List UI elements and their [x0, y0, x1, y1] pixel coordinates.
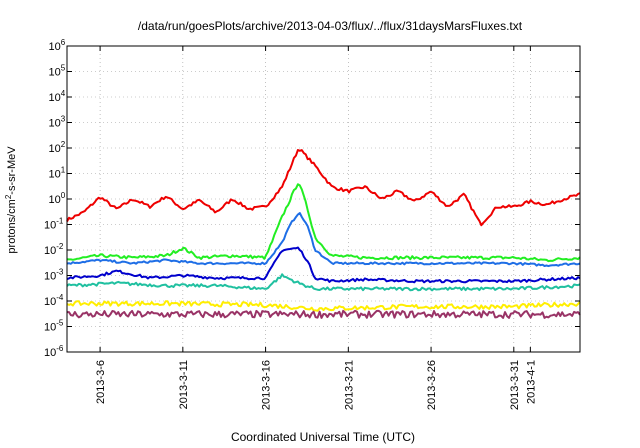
chart-title: /data/run/goesPlots/archive/2013-04-03/f… — [138, 19, 523, 33]
series-line — [66, 246, 581, 284]
y-tick-label: 10-3 — [44, 268, 64, 283]
series-line — [66, 149, 581, 227]
series-line — [67, 309, 581, 319]
y-tick-label: 102 — [49, 140, 66, 155]
y-axis-label: protons/cm2-s-sr-MeV — [4, 146, 18, 254]
series-line — [66, 273, 581, 292]
y-tick-label: 10-2 — [44, 242, 64, 257]
x-tick-label: 2013-3-11 — [178, 360, 190, 409]
y-tick-label: 10-6 — [44, 344, 64, 359]
y-tick-label: 105 — [49, 64, 66, 79]
y-tick-label: 10-1 — [44, 217, 64, 232]
x-tick-label: 2013-3-21 — [343, 360, 355, 410]
y-tick-labels: 10-6 10-5 10-4 10-3 10-2 10-1 100 101 102 103 104 1… — [44, 38, 66, 359]
x-tick-label: 2013-3-31 — [509, 360, 521, 410]
grid-lines — [67, 46, 580, 352]
y-tick-label: 104 — [49, 89, 66, 104]
series-line — [66, 212, 581, 268]
x-tick-label: 2013-3-26 — [426, 360, 438, 410]
y-tick-label: 106 — [49, 38, 66, 53]
series-group — [66, 149, 581, 319]
y-tick-label: 103 — [49, 115, 66, 130]
series-line — [66, 183, 581, 263]
series-line — [66, 300, 581, 312]
x-tick-label: 2013-3-6 — [95, 360, 107, 404]
y-tick-label: 101 — [49, 166, 66, 181]
x-axis-label: Coordinated Universal Time (UTC) — [231, 430, 415, 444]
y-tick-label: 100 — [49, 191, 66, 206]
x-tick-label: 2013-4-1 — [525, 360, 537, 404]
x-tick-labels: 2013-3-6 2013-3-11 2013-3-16 2013-3-21 2013-… — [95, 360, 537, 410]
y-tick-label: 10-4 — [44, 293, 64, 308]
x-tick-label: 2013-3-16 — [261, 360, 273, 410]
y-tick-label: 10-5 — [44, 319, 64, 334]
axis-ticks — [67, 45, 580, 353]
